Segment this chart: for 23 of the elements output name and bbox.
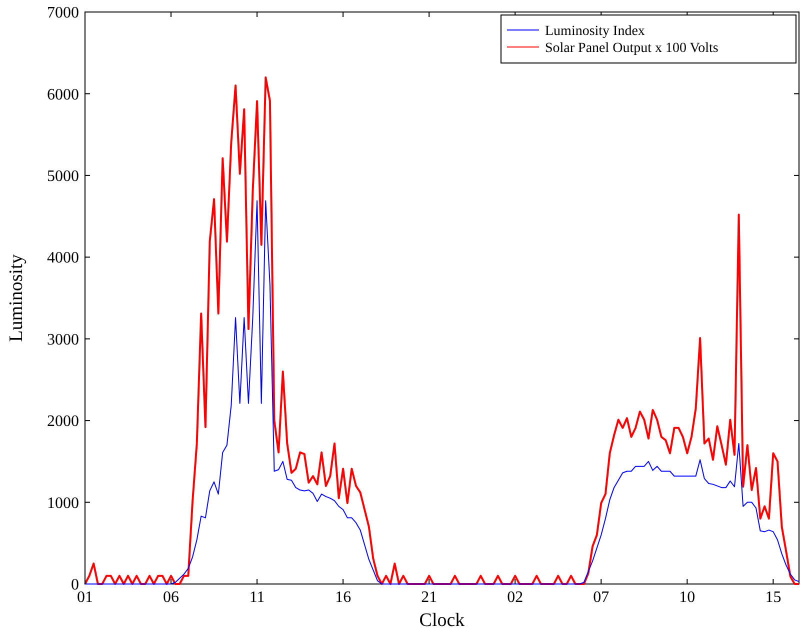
y-tick-label: 3000 (47, 331, 79, 348)
line-series (84, 200, 800, 584)
x-tick-label: 10 (679, 589, 696, 606)
x-tick-label: 01 (77, 589, 93, 606)
y-tick-label: 4000 (47, 250, 79, 267)
y-tick-label: 2000 (47, 413, 79, 430)
x-tick-label: 02 (507, 589, 524, 606)
y-tick-label: 5000 (47, 168, 79, 186)
y-axis-title: Luminosity (6, 254, 27, 342)
legend-label: Luminosity Index (545, 24, 645, 39)
x-tick-label: 07 (593, 589, 610, 606)
x-axis-title: Clock (419, 610, 466, 631)
x-tick-label: 21 (421, 589, 438, 606)
y-tick-label: 7000 (47, 4, 79, 22)
x-tick-label: 16 (335, 589, 352, 606)
legend-label: Solar Panel Output x 100 Volts (545, 40, 718, 56)
x-tick-label: 11 (249, 589, 265, 606)
x-tick-label: 15 (765, 589, 782, 606)
y-tick-label: 6000 (47, 86, 79, 104)
y-tick-label: 1000 (47, 494, 79, 512)
line-series (84, 76, 800, 585)
x-tick-label: 06 (163, 589, 180, 606)
y-tick-label: 0 (71, 576, 79, 594)
